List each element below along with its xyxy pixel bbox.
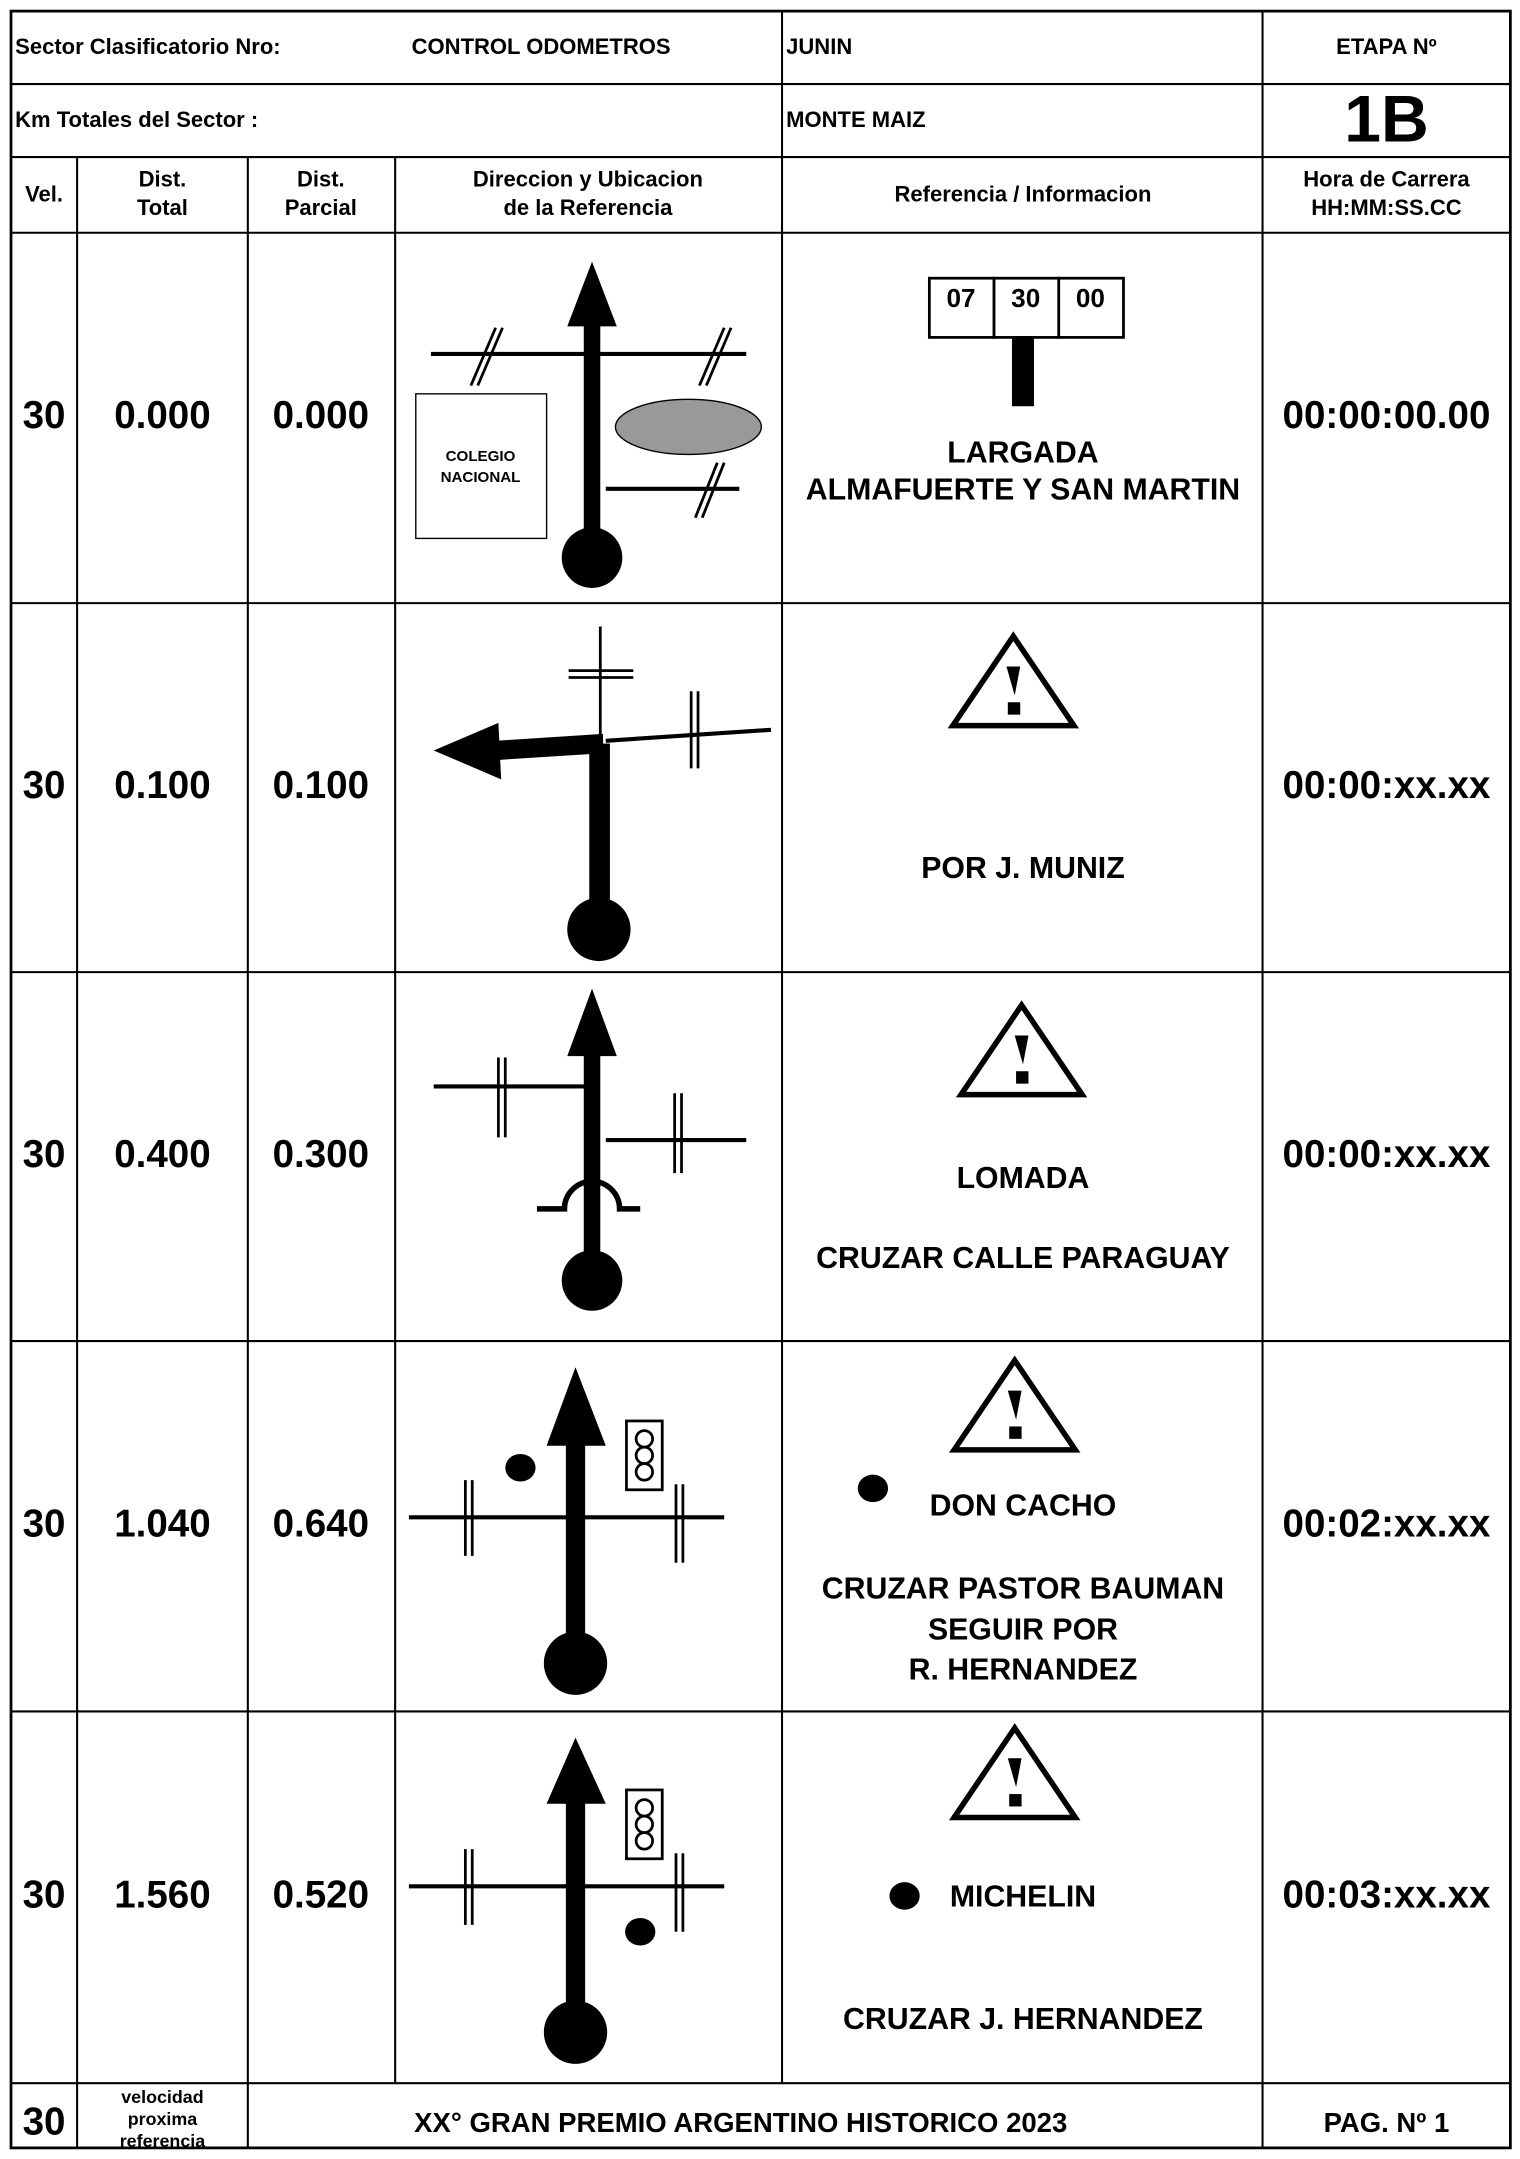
column-header: de la Referencia bbox=[503, 195, 673, 220]
reference-text: ALMAFUERTE Y SAN MARTIN bbox=[806, 474, 1240, 507]
race-time: 00:00:00.00 bbox=[1283, 394, 1491, 437]
column-header: Total bbox=[137, 195, 188, 220]
column-header: Referencia / Informacion bbox=[895, 181, 1152, 206]
start-time: 30 bbox=[1011, 283, 1040, 313]
footer-vel: 30 bbox=[23, 2101, 66, 2144]
dist-parcial: 0.100 bbox=[273, 764, 369, 807]
column-header: Vel. bbox=[25, 181, 63, 206]
km-label: Km Totales del Sector : bbox=[15, 107, 258, 132]
column-header: Direccion y Ubicacion bbox=[473, 166, 703, 191]
reference-text: SEGUIR POR bbox=[928, 1614, 1118, 1647]
sector-name: CONTROL ODOMETROS bbox=[412, 34, 671, 59]
diagrams bbox=[408, 261, 1125, 2064]
etapa: 1B bbox=[1344, 82, 1428, 156]
reference-text: DON CACHO bbox=[930, 1490, 1117, 1523]
origin: JUNIN bbox=[786, 34, 852, 59]
reference-text: LARGADA bbox=[947, 436, 1098, 469]
footer-note: referencia bbox=[120, 2131, 207, 2151]
reference-text: CRUZAR PASTOR BAUMAN bbox=[822, 1572, 1224, 1605]
dist-total: 1.040 bbox=[114, 1502, 210, 1545]
velocity: 30 bbox=[23, 394, 66, 437]
footer-title: XX° GRAN PREMIO ARGENTINO HISTORICO 2023 bbox=[414, 2107, 1067, 2138]
etapa-label: ETAPA Nº bbox=[1336, 34, 1437, 59]
column-header: Parcial bbox=[285, 195, 357, 220]
diagram-label: NACIONAL bbox=[441, 469, 521, 486]
page-number: PAG. Nº 1 bbox=[1324, 2107, 1450, 2138]
footer-note: proxima bbox=[128, 2109, 199, 2129]
dist-parcial: 0.000 bbox=[273, 394, 369, 437]
texts: Sector Clasificatorio Nro: CONTROL ODOMET… bbox=[15, 34, 1491, 2151]
velocity: 30 bbox=[23, 1874, 66, 1917]
velocity: 30 bbox=[23, 1502, 66, 1545]
dist-total: 0.100 bbox=[114, 764, 210, 807]
dist-parcial: 0.520 bbox=[273, 1874, 369, 1917]
destination: MONTE MAIZ bbox=[786, 107, 925, 132]
reference-text: MICHELIN bbox=[950, 1881, 1096, 1914]
dist-total: 1.560 bbox=[114, 1874, 210, 1917]
dist-parcial: 0.300 bbox=[273, 1133, 369, 1176]
start-time: 00 bbox=[1076, 283, 1105, 313]
reference-text: CRUZAR J. HERNANDEZ bbox=[843, 2003, 1203, 2036]
reference-text: LOMADA bbox=[957, 1162, 1090, 1195]
column-header: Dist. bbox=[297, 166, 345, 191]
sector-label: Sector Clasificatorio Nro: bbox=[15, 34, 280, 59]
velocity: 30 bbox=[23, 1133, 66, 1176]
race-time: 00:00:xx.xx bbox=[1283, 1133, 1491, 1176]
column-header: HH:MM:SS.CC bbox=[1311, 195, 1462, 220]
column-header: Dist. bbox=[139, 166, 187, 191]
dist-parcial: 0.640 bbox=[273, 1502, 369, 1545]
race-time: 00:02:xx.xx bbox=[1283, 1502, 1491, 1545]
footer-note: velocidad bbox=[121, 2087, 203, 2107]
table-grid bbox=[9, 9, 1512, 2150]
diagram-label: COLEGIO bbox=[446, 448, 516, 465]
dist-total: 0.000 bbox=[114, 394, 210, 437]
reference-text: POR J. MUNIZ bbox=[921, 852, 1124, 885]
column-header: Hora de Carrera bbox=[1303, 166, 1470, 191]
velocity: 30 bbox=[23, 764, 66, 807]
race-time: 00:00:xx.xx bbox=[1283, 764, 1491, 807]
race-time: 00:03:xx.xx bbox=[1283, 1874, 1491, 1917]
reference-text: R. HERNANDEZ bbox=[909, 1654, 1138, 1687]
start-time: 07 bbox=[946, 283, 975, 313]
dist-total: 0.400 bbox=[114, 1133, 210, 1176]
reference-text: CRUZAR CALLE PARAGUAY bbox=[816, 1242, 1230, 1275]
